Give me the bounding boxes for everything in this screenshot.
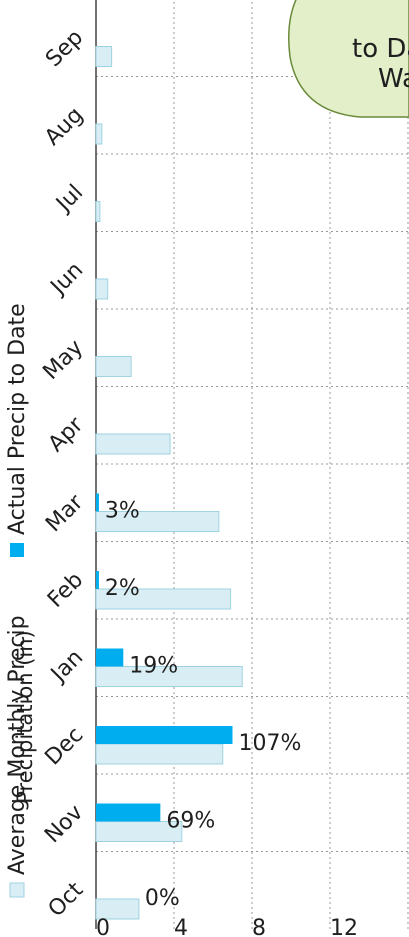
bar-average-sep <box>95 46 113 67</box>
bar-average-may <box>95 356 132 377</box>
y-axis-label: Precipitation (in) <box>13 630 37 803</box>
bars <box>95 46 243 920</box>
callout-bubble <box>288 0 409 118</box>
x-tick-oct: Oct <box>44 877 89 922</box>
bar-actual-dec <box>96 726 233 744</box>
x-tick-dec: Dec <box>40 723 88 771</box>
bar-actual-feb <box>96 571 99 589</box>
x-tick-mar: Mar <box>41 489 89 537</box>
x-tick-jul: Jul <box>50 180 88 218</box>
bar-average-feb <box>95 588 232 610</box>
x-tick-sep: Sep <box>41 25 88 72</box>
bar-average-apr <box>95 433 171 455</box>
callout-line-2: to Dat <box>352 34 409 64</box>
percent-label-dec: 107% <box>239 731 302 756</box>
legend-label-average: Average Monthly Precip <box>5 615 30 875</box>
bar-average-mar <box>95 511 220 532</box>
percent-labels: 0% 69% 107% 19% 2% 3% <box>105 499 301 912</box>
x-tick-jan: Jan <box>45 645 88 688</box>
bar-average-oct <box>95 898 140 920</box>
gridlines <box>96 0 409 929</box>
bar-actual-mar <box>96 493 99 512</box>
bar-actual-jan <box>96 648 124 667</box>
x-tick-may: May <box>38 335 88 385</box>
x-tick-labels: Oct Nov Dec Jan Feb Mar Apr May Jun Jul Aug Sep <box>38 25 89 922</box>
legend-label-actual: Actual Precip to Date <box>5 303 30 535</box>
x-tick-nov: Nov <box>40 800 88 848</box>
y-tick-labels: 0481216 <box>96 916 409 937</box>
water-year-callout: Water Y to Dat <box>288 0 409 118</box>
y-tick-4: 4 <box>174 916 188 937</box>
y-tick-12: 12 <box>330 916 358 937</box>
percent-label-nov: 69% <box>166 809 215 834</box>
legend-swatch-average <box>9 882 25 898</box>
bar-average-aug <box>95 123 103 145</box>
x-tick-aug: Aug <box>40 103 88 151</box>
callout-line-1: Water Y <box>378 64 409 94</box>
bar-average-jul <box>95 201 101 222</box>
legend: Average Monthly Precip Actual Precip to … <box>5 303 30 898</box>
percent-label-oct: 0% <box>145 886 180 911</box>
percent-label-mar: 3% <box>105 499 140 524</box>
x-tick-jun: Jun <box>45 258 88 301</box>
y-tick-8: 8 <box>252 916 266 937</box>
legend-swatch-actual <box>10 543 24 557</box>
bar-average-dec <box>95 743 224 765</box>
bar-actual-nov <box>96 803 161 822</box>
x-tick-feb: Feb <box>43 568 88 613</box>
percent-label-feb: 2% <box>105 576 140 601</box>
y-tick-0: 0 <box>96 916 110 937</box>
bar-average-jun <box>95 278 109 300</box>
x-tick-apr: Apr <box>44 412 89 457</box>
bar-average-jan <box>95 666 243 687</box>
percent-label-jan: 19% <box>129 654 178 679</box>
